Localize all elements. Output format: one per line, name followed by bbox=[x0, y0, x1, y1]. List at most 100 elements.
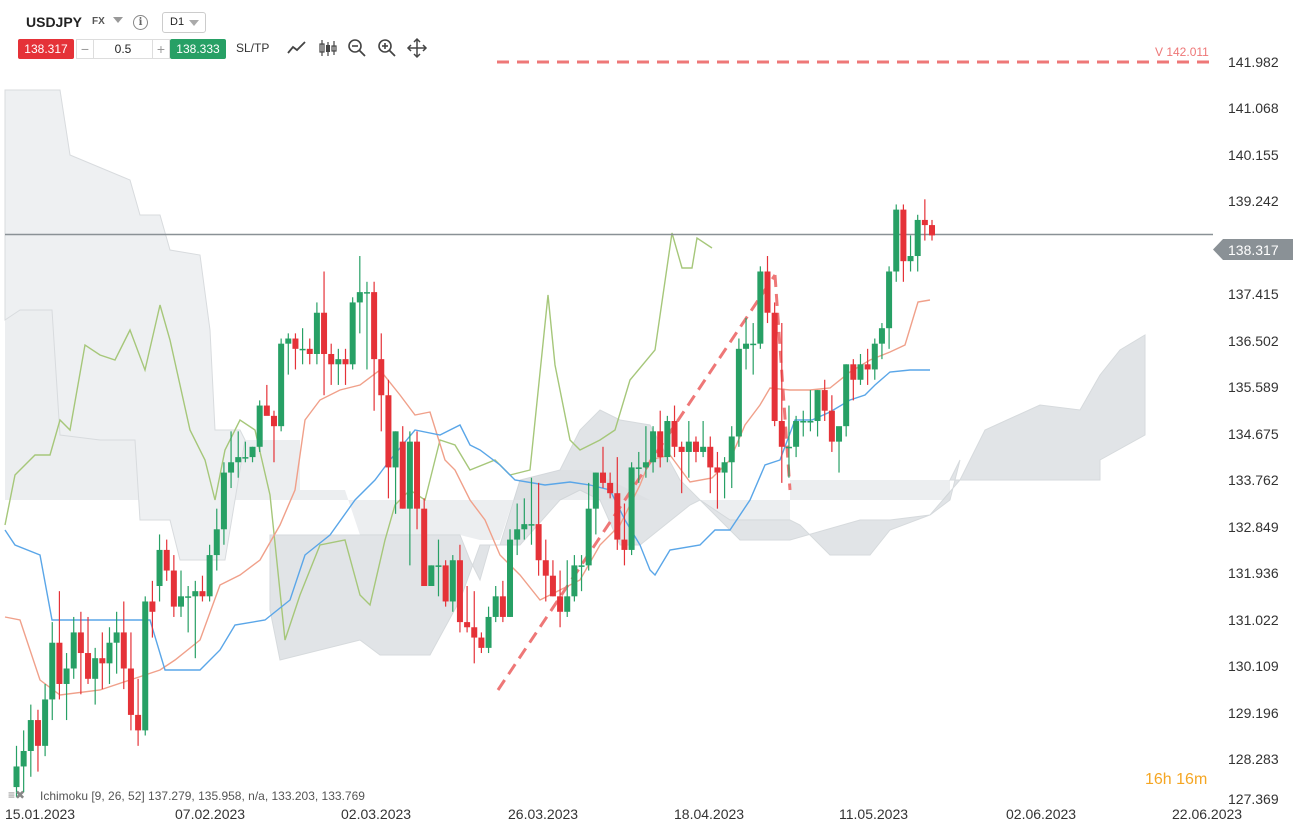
candle-body bbox=[127, 668, 134, 715]
candle-body bbox=[678, 446, 685, 452]
symbol-label[interactable]: USDJPY bbox=[26, 14, 83, 30]
candle-body bbox=[464, 622, 471, 628]
quantity-increase-button[interactable]: + bbox=[152, 39, 170, 59]
candle-body bbox=[49, 642, 56, 700]
candle-body bbox=[220, 472, 227, 530]
trend-line bbox=[773, 274, 792, 491]
zoom-out-icon[interactable] bbox=[346, 37, 368, 59]
candle-body bbox=[378, 359, 385, 396]
candle-body bbox=[764, 271, 771, 313]
y-tick-label: 127.369 bbox=[1228, 791, 1279, 807]
candle-body bbox=[106, 642, 113, 664]
candle-body bbox=[335, 359, 342, 365]
candle-body bbox=[778, 421, 785, 447]
zoom-in-icon[interactable] bbox=[376, 37, 398, 59]
candle-body bbox=[349, 302, 356, 365]
candle-body bbox=[507, 539, 514, 617]
candle-body bbox=[85, 653, 92, 679]
candle-body bbox=[235, 457, 242, 463]
candle-body bbox=[42, 699, 49, 746]
candle-body bbox=[900, 209, 907, 262]
ichimoku-cloud-upper bbox=[4, 89, 246, 561]
candle-body bbox=[77, 632, 84, 654]
y-tick-label: 135.589 bbox=[1228, 379, 1279, 395]
candle-body bbox=[421, 508, 428, 587]
candle-body bbox=[485, 616, 492, 648]
buy-button[interactable]: 138.333 bbox=[170, 39, 226, 59]
y-tick-label: 139.242 bbox=[1228, 193, 1279, 209]
chevron-down-icon[interactable] bbox=[113, 17, 123, 23]
candle-body bbox=[921, 219, 928, 226]
candle-body bbox=[836, 426, 843, 442]
candle-body bbox=[399, 441, 406, 509]
candle-body bbox=[456, 560, 463, 623]
candle-body bbox=[814, 390, 821, 422]
candle-body bbox=[800, 421, 807, 423]
candle-body bbox=[249, 446, 256, 458]
candle-body bbox=[428, 565, 435, 587]
candle-body bbox=[929, 225, 935, 236]
info-icon[interactable]: i bbox=[133, 15, 148, 30]
trend-line-icon[interactable] bbox=[286, 37, 308, 59]
candle-body bbox=[285, 338, 292, 344]
x-tick-label: 02.06.2023 bbox=[1006, 806, 1077, 822]
y-tick-label: 141.982 bbox=[1228, 54, 1279, 70]
x-tick-label: 18.04.2023 bbox=[674, 806, 745, 822]
y-tick-label: 137.415 bbox=[1228, 286, 1279, 302]
move-icon[interactable] bbox=[406, 37, 428, 59]
y-tick-label: 136.502 bbox=[1228, 333, 1279, 349]
candle-body bbox=[163, 549, 170, 571]
x-tick-label: 11.05.2023 bbox=[839, 806, 909, 822]
candle-body bbox=[442, 565, 449, 602]
ichimoku-legend: Ichimoku [9, 26, 52] 137.279, 135.958, n… bbox=[40, 789, 365, 803]
y-tick-label: 132.849 bbox=[1228, 519, 1279, 535]
candle-body bbox=[528, 524, 535, 526]
candle-body bbox=[771, 312, 778, 422]
sltp-button[interactable]: SL/TP bbox=[236, 41, 270, 55]
timeframe-select[interactable]: D1 bbox=[162, 12, 206, 33]
candle-body bbox=[27, 720, 34, 751]
candles-icon[interactable] bbox=[316, 37, 338, 59]
candle-body bbox=[914, 219, 921, 257]
candle-body bbox=[807, 421, 814, 423]
current-price-label: 138.317 bbox=[1228, 242, 1279, 258]
candle-body bbox=[270, 415, 277, 427]
x-tick-label: 15.01.2023 bbox=[5, 806, 76, 822]
candle-body bbox=[492, 596, 499, 617]
candle-body bbox=[385, 395, 392, 468]
candle-body bbox=[635, 467, 642, 469]
indicator-settings-icon[interactable]: ≡✖ bbox=[8, 788, 26, 802]
quantity-decrease-button[interactable]: − bbox=[76, 39, 94, 59]
current-price-tag bbox=[1213, 239, 1293, 260]
alert-level-label: V 142.011 bbox=[1155, 45, 1209, 59]
candle-body bbox=[743, 343, 750, 349]
candle-body bbox=[13, 766, 20, 788]
candle-body bbox=[342, 359, 349, 365]
x-tick-label: 07.02.2023 bbox=[175, 806, 246, 822]
y-tick-label: 129.196 bbox=[1228, 705, 1279, 721]
candle-body bbox=[471, 627, 478, 638]
candle-body bbox=[113, 632, 120, 643]
candle-body bbox=[521, 524, 528, 530]
candle-body bbox=[657, 431, 664, 458]
sell-button[interactable]: 138.317 bbox=[18, 39, 74, 59]
candle-body bbox=[843, 364, 850, 427]
candle-body bbox=[735, 348, 742, 437]
candle-body bbox=[192, 591, 199, 597]
candle-body bbox=[299, 348, 306, 351]
candle-body bbox=[185, 596, 192, 598]
quantity-input[interactable]: 0.5 bbox=[94, 39, 152, 59]
y-tick-label: 131.022 bbox=[1228, 612, 1279, 628]
candle-body bbox=[306, 348, 313, 354]
y-tick-label: 140.155 bbox=[1228, 147, 1279, 163]
candle-body bbox=[199, 591, 206, 597]
ichimoku-cloud-dark bbox=[269, 334, 1146, 661]
y-tick-label: 133.762 bbox=[1228, 472, 1279, 488]
candle-body bbox=[213, 529, 220, 556]
countdown-hours: 16h bbox=[1145, 771, 1172, 788]
candle-body bbox=[435, 565, 442, 567]
candle-body bbox=[864, 364, 871, 370]
candle-body bbox=[907, 256, 914, 262]
candle-body bbox=[728, 436, 735, 463]
